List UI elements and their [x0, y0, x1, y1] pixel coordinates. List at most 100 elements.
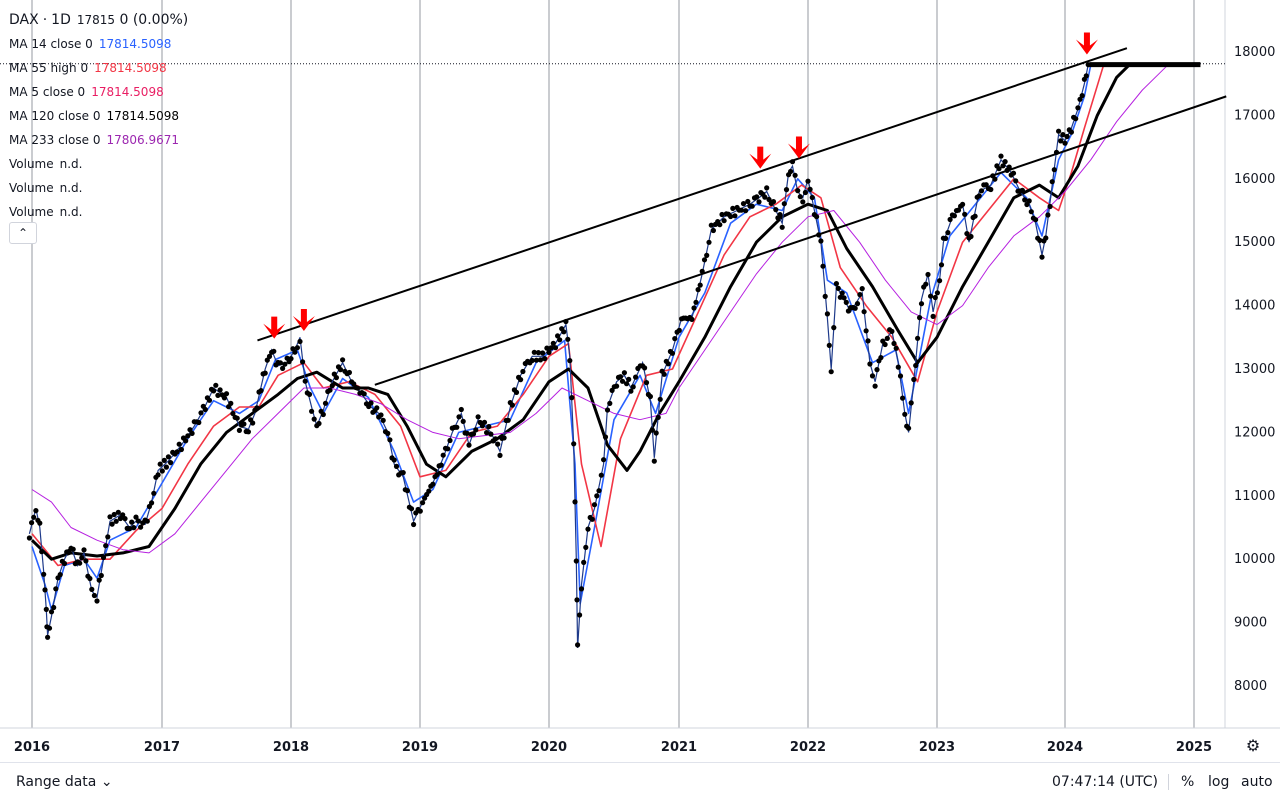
interval-label[interactable]: 1D — [51, 12, 71, 28]
price-point — [1037, 237, 1043, 243]
price-point — [262, 370, 268, 376]
indicator-row[interactable]: MA 55 high 0 17814.5098 — [9, 56, 188, 80]
price-point — [738, 207, 745, 213]
price-point — [976, 193, 982, 199]
price-point — [552, 345, 559, 351]
price-point — [346, 369, 352, 376]
indicator-label: MA 55 high 0 — [9, 61, 89, 75]
trendline[interactable] — [374, 95, 1227, 386]
price-point — [805, 178, 811, 184]
down-arrow-icon[interactable] — [1075, 32, 1098, 55]
price-point — [488, 431, 494, 437]
indicator-row[interactable]: MA 233 close 0 17806.9671 — [9, 128, 188, 152]
price-point — [529, 357, 535, 364]
price-point — [495, 441, 501, 447]
range-data-button[interactable]: Range data ⌄ — [16, 763, 113, 801]
price-point — [964, 231, 970, 237]
price-point — [1039, 254, 1045, 260]
price-point — [833, 281, 840, 287]
log-scale-button[interactable]: log — [1208, 774, 1230, 790]
indicator-row[interactable]: Volume n.d. — [9, 152, 188, 176]
chart-canvas[interactable]: 8000 9000 10000 11000 12000 13000 14000 15000 16… — [0, 0, 1280, 762]
down-arrow-icon[interactable] — [292, 308, 315, 331]
price-point — [213, 382, 219, 388]
price-point — [1073, 116, 1079, 122]
price-point — [749, 203, 755, 209]
collapse-legend-button[interactable]: ⌃ — [9, 222, 37, 244]
indicator-row[interactable]: Volume n.d. — [9, 200, 188, 224]
price-point — [497, 452, 503, 458]
utc-clock[interactable]: 07:47:14 (UTC) — [1052, 774, 1159, 790]
price-point — [818, 238, 824, 244]
trendlines[interactable] — [257, 47, 1227, 386]
price-point — [83, 558, 89, 564]
price-point — [764, 185, 770, 191]
time-tick-label: 2024 — [1047, 740, 1083, 755]
price-point — [221, 395, 227, 401]
price-point — [486, 424, 492, 430]
auto-scale-button[interactable]: auto — [1241, 774, 1273, 790]
price-point — [492, 436, 499, 442]
price-point — [520, 368, 526, 375]
price-point — [42, 587, 48, 593]
price-point — [1045, 212, 1051, 218]
price-point — [438, 462, 444, 468]
price-tick-label: 9000 — [1234, 616, 1267, 631]
price-point — [619, 378, 626, 384]
price-point — [94, 598, 100, 604]
down-arrow-icon[interactable] — [263, 316, 286, 339]
indicator-row[interactable]: MA 120 close 0 17814.5098 — [9, 104, 188, 128]
symbol-header[interactable]: DAX · 1D 17815 0 (0.00%) — [9, 8, 188, 32]
price-point — [79, 555, 85, 561]
price-point — [918, 301, 925, 307]
symbol-name[interactable]: DAX — [9, 12, 39, 28]
price-point — [649, 427, 656, 433]
price-point — [266, 353, 273, 359]
price-point — [456, 414, 462, 420]
indicator-row[interactable]: Volume n.d. — [9, 176, 188, 200]
price-point — [874, 367, 880, 373]
time-axis[interactable]: 2016 2017 2018 2019 2020 2021 2022 2023 2024 2025 — [14, 740, 1212, 755]
price-point — [555, 333, 561, 339]
down-arrow-icon[interactable] — [787, 136, 810, 159]
price-point — [337, 367, 344, 373]
price-point — [234, 415, 240, 421]
price-point — [960, 201, 966, 207]
indicator-list: MA 14 close 0 17814.5098 MA 55 high 0 17814… — [9, 32, 188, 224]
down-arrow-icon[interactable] — [749, 146, 772, 169]
price-point — [51, 604, 57, 611]
trendline[interactable] — [257, 47, 1128, 342]
price-point — [29, 520, 35, 526]
settings-gear-icon[interactable]: ⚙ — [1245, 736, 1261, 755]
percent-scale-button[interactable]: % — [1181, 774, 1195, 790]
price-point — [822, 293, 828, 299]
price-point — [930, 313, 936, 319]
price-point — [630, 384, 636, 390]
indicator-row[interactable]: MA 14 close 0 17814.5098 — [9, 32, 188, 56]
price-point — [282, 361, 288, 367]
price-point — [1051, 167, 1057, 173]
price-point — [223, 391, 230, 397]
price-point — [719, 211, 725, 218]
price-point — [826, 342, 832, 348]
indicator-row[interactable]: MA 5 close 0 17814.5098 — [9, 80, 188, 104]
annotation-arrows[interactable] — [263, 32, 1098, 339]
price-point — [657, 396, 663, 402]
price-point — [387, 437, 393, 443]
price-point — [430, 481, 436, 487]
price-point — [557, 337, 563, 343]
price-point — [583, 544, 589, 551]
price-series — [26, 62, 1091, 649]
price-point — [542, 356, 548, 362]
indicator-label: Volume — [9, 205, 54, 219]
price-point — [800, 199, 806, 205]
price-point — [458, 406, 464, 413]
price-axis[interactable]: 8000 9000 10000 11000 12000 13000 14000 15000 16… — [1234, 45, 1275, 694]
price-point — [1026, 198, 1032, 204]
ma-120-close-line — [30, 63, 1131, 561]
price-point — [1006, 164, 1012, 170]
price-point — [391, 457, 397, 463]
price-point — [548, 345, 554, 351]
price-point — [1068, 129, 1074, 135]
